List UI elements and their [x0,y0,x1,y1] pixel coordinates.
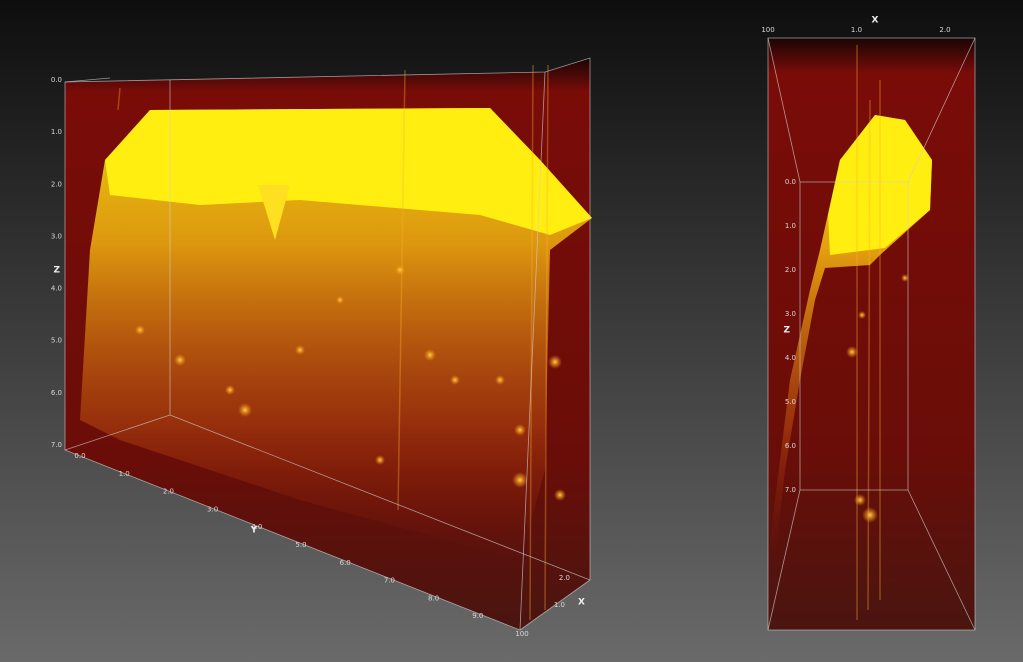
y-tick-label: 9.0 [472,612,483,620]
z-tick-label: 4.0 [785,354,796,362]
y-tick-label: 100 [515,630,528,638]
y-tick-label: 3.0 [207,505,218,513]
z-tick-label: 3.0 [51,232,62,240]
y-tick-label: 0.0 [74,452,85,460]
volume-views: 0.0 1.0 2.0 3.0 4.0 5.0 6.0 7.0 Z 0.0 1.0 2.0 3.0 4.0… [0,0,1023,662]
y-tick-label: 5.0 [295,541,306,549]
z-axis-label: Z [53,266,60,276]
z-tick-label: 3.0 [785,310,796,318]
x-axis-label: X [872,16,879,26]
z-tick-label: 7.0 [785,486,796,494]
z-tick-label: 7.0 [51,441,62,449]
z-axis-label: Z [783,326,790,336]
y-tick-label: 6.0 [340,559,351,567]
z-tick-label: 2.0 [785,266,796,274]
y-tick-label: 1.0 [119,470,130,478]
x-tick-label: 1.0 [554,601,565,609]
z-tick-label: 2.0 [51,180,62,188]
z-tick-label: 5.0 [785,398,796,406]
z-tick-label: 1.0 [785,222,796,230]
z-tick-label: 4.0 [51,285,62,293]
z-tick-label: 1.0 [51,128,62,136]
z-tick-label: 0.0 [785,178,796,186]
z-tick-label: 5.0 [51,337,62,345]
x-tick-label: 2.0 [559,574,570,582]
z-tick-label: 6.0 [785,442,796,450]
z-tick-label: 6.0 [51,389,62,397]
y-tick-label: 2.0 [163,488,174,496]
x-axis-label: X [578,598,585,608]
z-tick-label: 0.0 [51,76,62,84]
x-tick-label: 1.0 [851,26,862,34]
x-tick-label: 2.0 [939,26,950,34]
right-volume [768,38,975,630]
y-axis-label: Y [250,526,258,536]
x-tick-label: 100 [761,26,774,34]
y-tick-label: 7.0 [384,577,395,585]
y-tick-label: 8.0 [428,594,439,602]
